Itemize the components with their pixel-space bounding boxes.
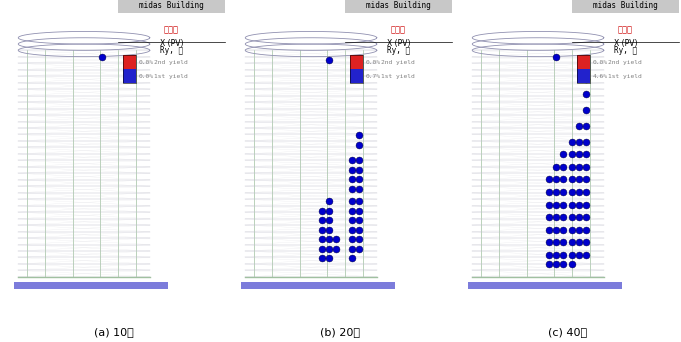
- Text: midas Building: midas Building: [139, 1, 204, 10]
- Text: 2nd yield: 2nd yield: [608, 60, 642, 65]
- Bar: [349, 55, 363, 69]
- Bar: [123, 55, 136, 69]
- Text: X (PV): X (PV): [614, 39, 637, 48]
- Bar: [577, 55, 590, 83]
- Bar: [468, 281, 622, 289]
- Bar: [123, 55, 136, 83]
- Bar: [118, 0, 225, 13]
- Bar: [577, 69, 590, 83]
- Text: 铰状态: 铰状态: [391, 25, 406, 34]
- Text: 铰状态: 铰状态: [164, 25, 179, 34]
- Text: 4.6%: 4.6%: [592, 74, 607, 79]
- Bar: [349, 69, 363, 83]
- Bar: [345, 0, 452, 13]
- Text: X (PV): X (PV): [159, 39, 183, 48]
- Bar: [123, 69, 136, 83]
- Text: 1st yield: 1st yield: [608, 74, 642, 79]
- Bar: [14, 281, 168, 289]
- Text: 1st yield: 1st yield: [155, 74, 188, 79]
- Text: 1st yield: 1st yield: [381, 74, 415, 79]
- Text: (a) 10步: (a) 10步: [93, 327, 133, 337]
- Bar: [349, 55, 363, 83]
- Text: 0.0%: 0.0%: [366, 60, 381, 65]
- Text: Ry, 无: Ry, 无: [387, 45, 410, 55]
- Text: 铰状态: 铰状态: [618, 25, 633, 34]
- Text: 0.7%: 0.7%: [366, 74, 381, 79]
- Text: 0.0%: 0.0%: [138, 60, 153, 65]
- Text: 0.0%: 0.0%: [138, 74, 153, 79]
- Text: 2nd yield: 2nd yield: [381, 60, 415, 65]
- Text: midas Building: midas Building: [593, 1, 658, 10]
- Text: Ry, 无: Ry, 无: [160, 45, 183, 55]
- Bar: [240, 281, 395, 289]
- Text: 0.0%: 0.0%: [592, 60, 607, 65]
- Text: X (PV): X (PV): [387, 39, 410, 48]
- Text: Ry, 无: Ry, 无: [614, 45, 637, 55]
- Text: midas Building: midas Building: [366, 1, 431, 10]
- Text: (c) 40步: (c) 40步: [548, 327, 587, 337]
- Text: (b) 20步: (b) 20步: [321, 327, 360, 337]
- Bar: [577, 55, 590, 69]
- Bar: [572, 0, 679, 13]
- Text: 2nd yield: 2nd yield: [155, 60, 188, 65]
